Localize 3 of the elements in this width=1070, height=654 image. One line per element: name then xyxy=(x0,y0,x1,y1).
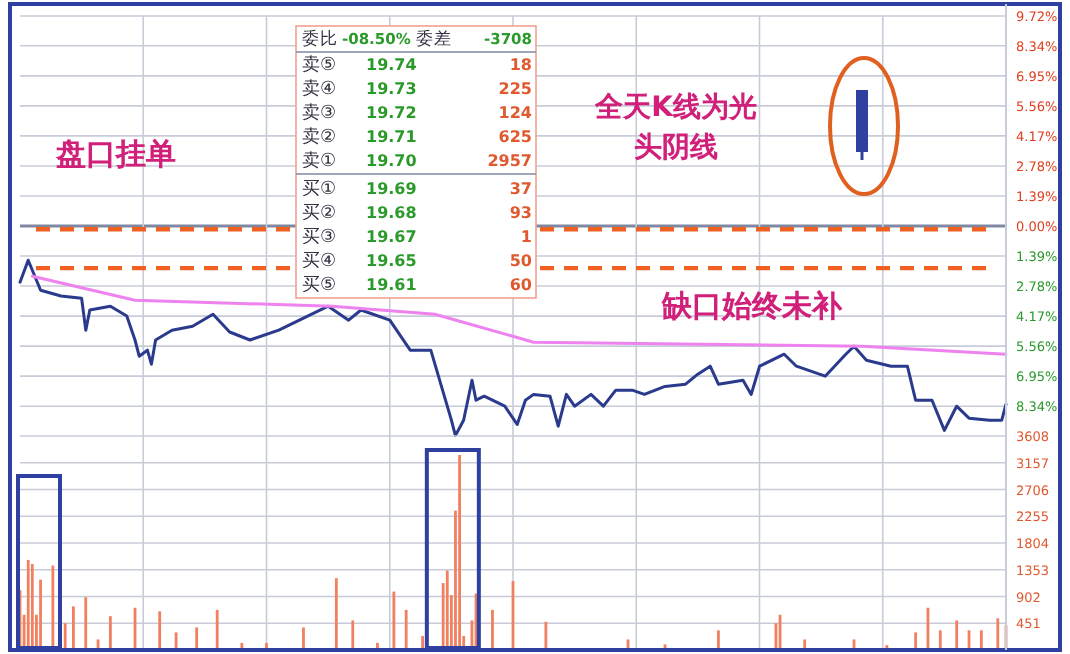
annotation: 缺口始终未补 xyxy=(660,288,844,324)
annotation: 盘口挂单 xyxy=(54,136,176,172)
annotation: 全天K线为光头阴线 xyxy=(593,92,757,164)
